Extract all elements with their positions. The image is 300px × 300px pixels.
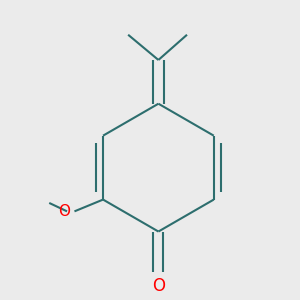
Text: O: O	[152, 277, 165, 295]
Text: O: O	[58, 204, 70, 219]
